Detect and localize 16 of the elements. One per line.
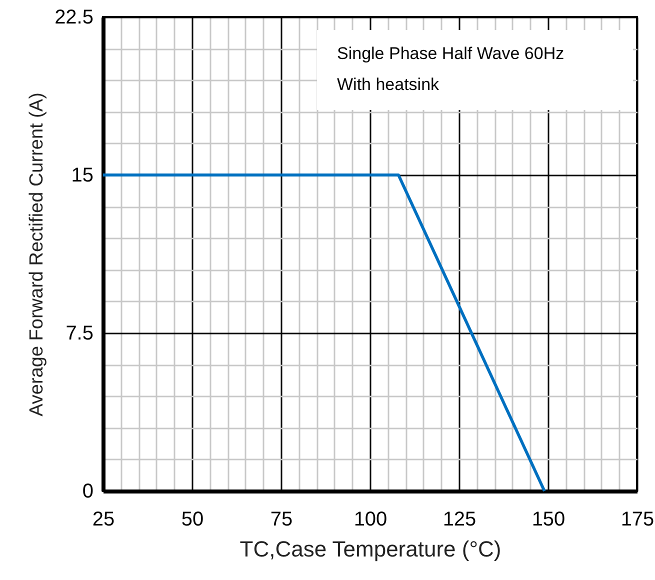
x-tick-label: 150	[532, 508, 566, 530]
x-axis-title: TC,Case Temperature (°C)	[240, 536, 502, 562]
x-tick-label: 125	[442, 508, 476, 530]
y-tick-label: 7.5	[66, 322, 94, 344]
annotation: With heatsink	[337, 74, 440, 96]
annotation: Single Phase Half Wave 60Hz	[337, 43, 566, 65]
x-tick-label: 100	[354, 508, 388, 530]
y-tick-label: 0	[82, 480, 94, 502]
x-tick-label: 75	[270, 508, 293, 530]
note-box: Single Phase Half Wave 60Hz With heatsink	[317, 30, 633, 110]
y-axis-title: Average Forward Rectified Current (A)	[26, 92, 48, 416]
x-tick-label: 50	[181, 508, 204, 530]
x-tick-label: 175	[620, 508, 654, 530]
y-tick-label: 22.5	[54, 6, 94, 28]
y-tick-label: 15	[71, 164, 94, 186]
x-tick-label: 25	[92, 508, 115, 530]
